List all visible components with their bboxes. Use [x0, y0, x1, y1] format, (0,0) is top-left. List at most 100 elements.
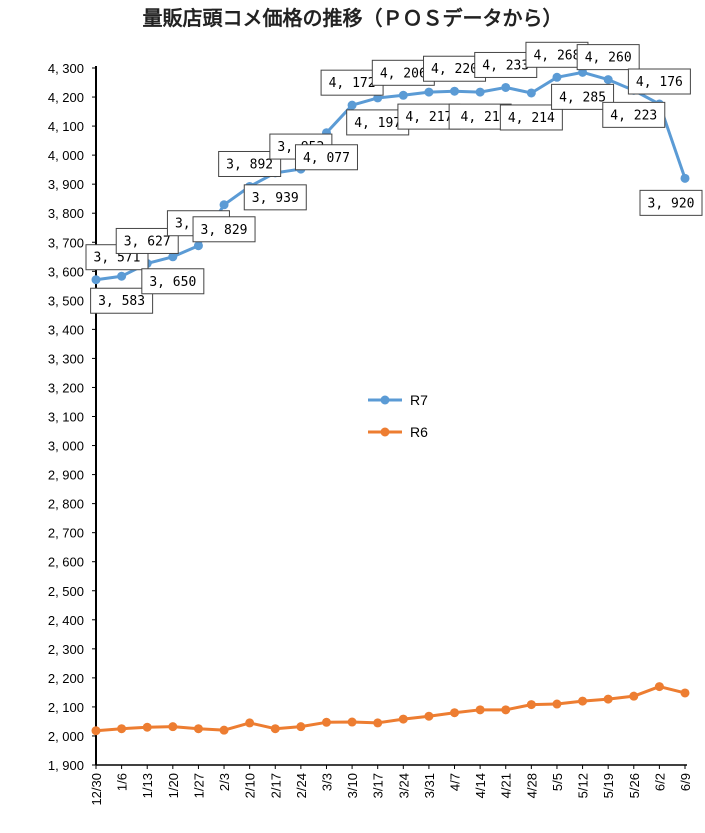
- y-tick-label: 2, 600: [48, 555, 84, 570]
- y-tick-label: 4, 100: [48, 119, 84, 134]
- data-point: [321, 717, 331, 727]
- data-point: [347, 717, 357, 727]
- data-label: 3, 571: [94, 251, 141, 266]
- y-tick-label: 2, 700: [48, 526, 84, 541]
- data-label: 4, 176: [636, 75, 683, 90]
- y-tick-label: 4, 300: [48, 61, 84, 76]
- data-point: [475, 705, 485, 715]
- data-label: 4, 172: [329, 76, 376, 91]
- data-point: [603, 694, 613, 704]
- y-tick-label: 3, 800: [48, 206, 84, 221]
- y-tick-label: 2, 500: [48, 584, 84, 599]
- data-label-box: [639, 189, 703, 216]
- x-tick-label: 2/24: [294, 773, 309, 798]
- data-label-box: [576, 44, 640, 71]
- x-tick-label: 6/2: [652, 773, 667, 791]
- data-point: [629, 691, 639, 701]
- data-point: [347, 100, 357, 110]
- x-tick-label: 4/21: [499, 773, 514, 798]
- data-point: [270, 724, 280, 734]
- data-point: [424, 711, 434, 721]
- data-label: 3, 650: [149, 275, 196, 290]
- x-tick-label: 1/27: [191, 773, 206, 798]
- data-point: [578, 696, 588, 706]
- x-tick-label: 2/3: [217, 773, 232, 791]
- data-point: [193, 724, 203, 734]
- data-point: [501, 705, 511, 715]
- data-label: 4, 233: [482, 58, 529, 73]
- y-tick-label: 3, 400: [48, 322, 84, 337]
- data-label-box: [551, 83, 615, 110]
- y-tick-label: 2, 200: [48, 671, 84, 686]
- data-label: 4, 285: [559, 90, 606, 105]
- x-tick-label: 1/13: [140, 773, 155, 798]
- data-label: 3, 939: [252, 191, 299, 206]
- data-point: [117, 271, 127, 281]
- data-point: [424, 87, 434, 97]
- x-tick-label: 3/24: [396, 773, 411, 798]
- data-point: [450, 708, 460, 718]
- x-tick-label: 5/5: [550, 773, 565, 791]
- data-point: [168, 722, 178, 732]
- data-label: 4, 077: [303, 151, 350, 166]
- data-label: 3, 920: [648, 196, 695, 211]
- data-label-box: [192, 216, 256, 243]
- data-label: 3, 583: [98, 294, 145, 309]
- data-point: [219, 200, 229, 210]
- y-tick-label: 4, 200: [48, 90, 84, 105]
- legend-label: R7: [410, 392, 428, 408]
- x-tick-label: 3/3: [319, 773, 334, 791]
- data-label-box: [294, 144, 358, 171]
- legend-label: R6: [410, 424, 428, 440]
- y-tick-label: 3, 000: [48, 439, 84, 454]
- data-point: [526, 700, 536, 710]
- x-tick-label: 2/10: [243, 773, 258, 798]
- y-tick-label: 4, 000: [48, 148, 84, 163]
- x-tick-label: 4/7: [448, 773, 463, 791]
- data-point: [526, 88, 536, 98]
- chart-title: 量販店頭コメ価格の推移（ＰＯＳデータから）: [142, 6, 563, 30]
- data-label: 4, 220: [431, 62, 478, 77]
- x-tick-label: 5/12: [576, 773, 591, 798]
- data-label-box: [602, 101, 666, 128]
- data-point: [552, 699, 562, 709]
- y-tick-label: 3, 500: [48, 293, 84, 308]
- x-tick-label: 5/19: [601, 773, 616, 798]
- y-tick-label: 2, 300: [48, 642, 84, 657]
- data-label: 3, 627: [124, 234, 171, 249]
- data-point: [398, 90, 408, 100]
- legend-box: [362, 385, 442, 445]
- data-point: [501, 82, 511, 92]
- x-tick-label: 1/20: [166, 773, 181, 798]
- x-tick-label: 3/17: [371, 773, 386, 798]
- data-point: [680, 688, 690, 698]
- y-tick-label: 3, 200: [48, 380, 84, 395]
- data-label-box: [627, 68, 691, 95]
- data-point: [552, 72, 562, 82]
- x-tick-label: 6/9: [678, 773, 693, 791]
- data-label: 4, 223: [610, 108, 657, 123]
- data-label: 3, 829: [201, 223, 248, 238]
- data-point: [398, 714, 408, 724]
- y-axis-ticks: 1, 900 2, 000 2, 100 2, 200 2, 300 2, 400 2, 5…: [48, 61, 96, 773]
- data-point: [654, 682, 664, 692]
- data-point: [680, 173, 690, 183]
- data-point: [193, 241, 203, 251]
- data-label: 4, 206: [380, 66, 427, 81]
- y-tick-label: 3, 900: [48, 177, 84, 192]
- data-point: [117, 724, 127, 734]
- series-r6: [91, 682, 690, 736]
- data-label: 4, 197: [354, 116, 401, 131]
- y-tick-label: 2, 800: [48, 497, 84, 512]
- data-point: [168, 252, 178, 262]
- y-tick-label: 2, 100: [48, 700, 84, 715]
- data-point: [603, 75, 613, 85]
- data-point: [142, 722, 152, 732]
- x-tick-label: 1/6: [115, 773, 130, 791]
- data-point: [91, 726, 101, 736]
- legend: R7 R6: [362, 385, 442, 445]
- x-tick-label: 3/10: [345, 773, 360, 798]
- data-point: [373, 718, 383, 728]
